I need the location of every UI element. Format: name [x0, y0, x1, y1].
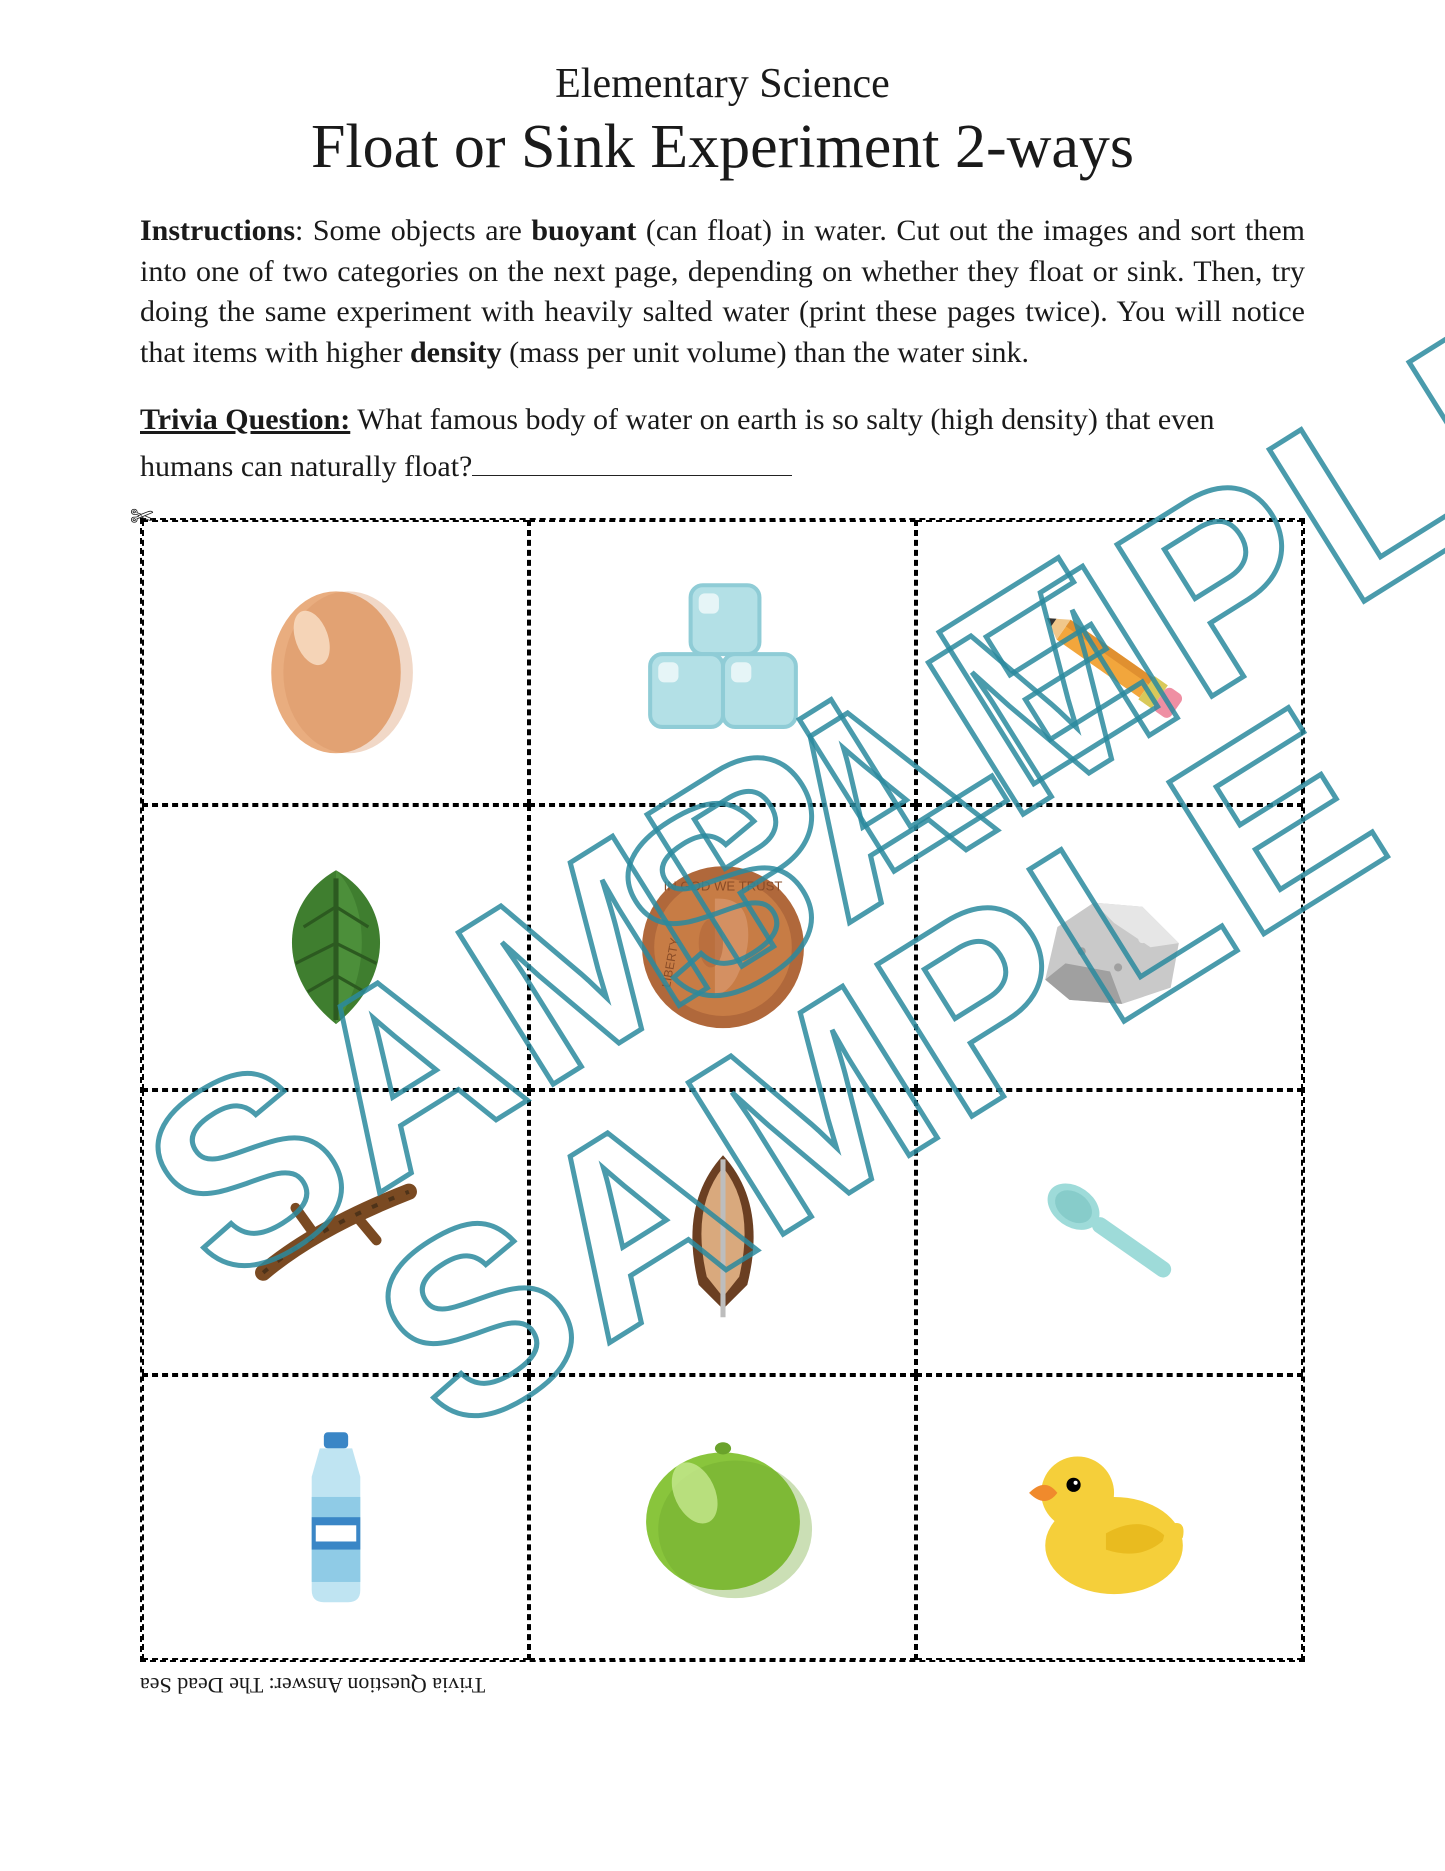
term-density: density: [410, 336, 502, 369]
cell-stick: [142, 1090, 529, 1375]
cell-spoon: [916, 1090, 1303, 1375]
cell-bottle: [142, 1375, 529, 1660]
answer-upside-down: Trivia Question Answer: The Dead Sea: [140, 1672, 1305, 1698]
instructions-label: Instructions: [140, 214, 295, 247]
feather-icon: [581, 1131, 865, 1333]
cell-ice: [529, 520, 916, 805]
lime-icon: [581, 1416, 865, 1618]
svg-text:IN GOD WE TRUST: IN GOD WE TRUST: [663, 879, 782, 894]
penny-icon: IN GOD WE TRUST LIBERTY: [581, 846, 865, 1048]
stick-icon: [194, 1131, 478, 1333]
cell-pencil: [916, 520, 1303, 805]
spoon-icon: [968, 1131, 1252, 1333]
cell-penny: IN GOD WE TRUST LIBERTY: [529, 805, 916, 1090]
instructions-text-3: (mass per unit volume) than the water si…: [502, 336, 1029, 369]
instructions-text-1: : Some objects are: [295, 214, 531, 247]
instructions-paragraph: Instructions: Some objects are buoyant (…: [140, 211, 1305, 373]
cell-leaf: [142, 805, 529, 1090]
cell-lime: [529, 1375, 916, 1660]
page-title: Float or Sink Experiment 2-ways: [140, 112, 1305, 183]
cell-duck: [916, 1375, 1303, 1660]
answer-blank-line: [472, 446, 792, 476]
ice-cubes-icon: [581, 561, 865, 763]
trivia-paragraph: Trivia Question: What famous body of wat…: [140, 397, 1305, 490]
cell-rock: [916, 805, 1303, 1090]
egg-icon: [194, 561, 478, 763]
cutout-section: ✄: [140, 518, 1305, 1698]
term-buoyant: buoyant: [531, 214, 636, 247]
water-bottle-icon: [194, 1416, 478, 1618]
pencil-icon: [968, 561, 1252, 763]
trivia-label: Trivia Question:: [140, 403, 350, 436]
rubber-duck-icon: [968, 1416, 1252, 1618]
cutout-grid: IN GOD WE TRUST LIBERTY: [140, 518, 1305, 1662]
cell-feather: [529, 1090, 916, 1375]
page-subtitle: Elementary Science: [140, 60, 1305, 108]
rock-icon: [968, 846, 1252, 1048]
leaf-icon: [194, 846, 478, 1048]
worksheet-page: Elementary Science Float or Sink Experim…: [0, 0, 1445, 1871]
cell-egg: [142, 520, 529, 805]
